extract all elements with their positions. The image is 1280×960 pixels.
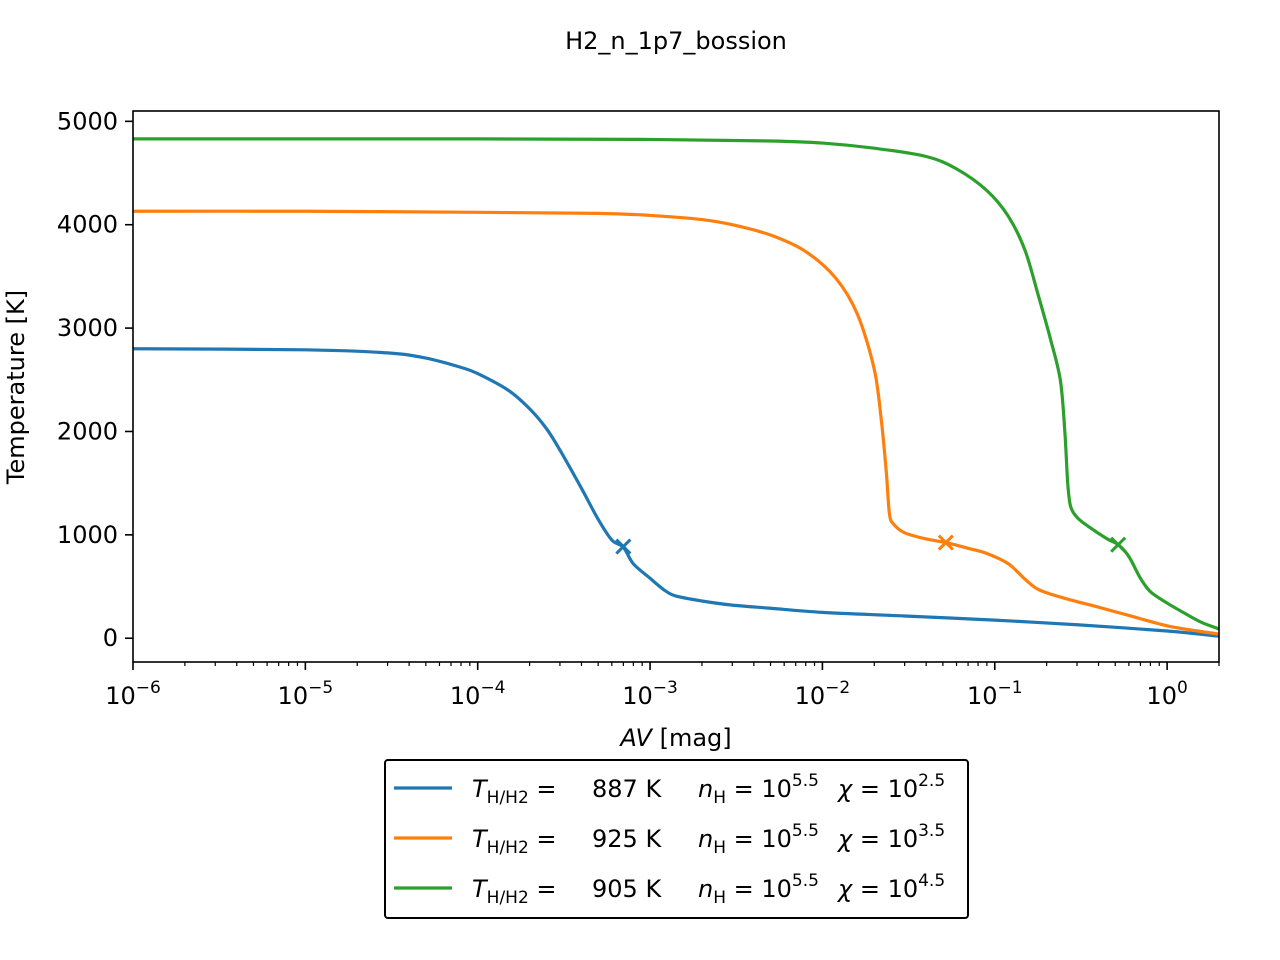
y-tick-label: 1000 xyxy=(57,521,118,549)
series-marker-3 xyxy=(1110,536,1127,553)
y-tick-label: 5000 xyxy=(57,107,118,135)
y-tick-label: 3000 xyxy=(57,314,118,342)
series-marker-1 xyxy=(615,538,632,555)
series-line-1 xyxy=(132,347,1220,638)
x-tick-label: 10−6 xyxy=(105,678,161,710)
y-axis: 0 1000 2000 3000 4000 5000 xyxy=(57,107,133,652)
x-tick-label: 10−1 xyxy=(967,678,1023,710)
series-line-3 xyxy=(132,137,1220,631)
y-axis-label: Temperature [K] xyxy=(2,290,30,485)
marker-layer xyxy=(615,534,1127,555)
series-marker-2 xyxy=(937,534,954,551)
series-layer xyxy=(132,137,1220,638)
plot-frame xyxy=(132,110,1220,663)
x-tick-label: 100 xyxy=(1146,678,1187,710)
x-axis: 10−6 10−5 10−4 10−3 10−2 10−1 100 xyxy=(105,662,1220,710)
legend-box xyxy=(384,759,969,919)
chart-title: H2_n_1p7_bossion xyxy=(565,27,787,55)
x-tick-label: 10−4 xyxy=(450,678,506,710)
y-tick-label: 2000 xyxy=(57,417,118,445)
y-tick-label: 4000 xyxy=(57,211,118,239)
x-tick-label: 10−3 xyxy=(622,678,678,710)
x-axis-label: AV [mag] xyxy=(618,724,731,752)
x-tick-label: 10−5 xyxy=(278,678,334,710)
plot-area xyxy=(132,110,1220,663)
series-line-2 xyxy=(132,209,1220,636)
x-tick-label: 10−2 xyxy=(795,678,851,710)
y-tick-label: 0 xyxy=(103,624,118,652)
